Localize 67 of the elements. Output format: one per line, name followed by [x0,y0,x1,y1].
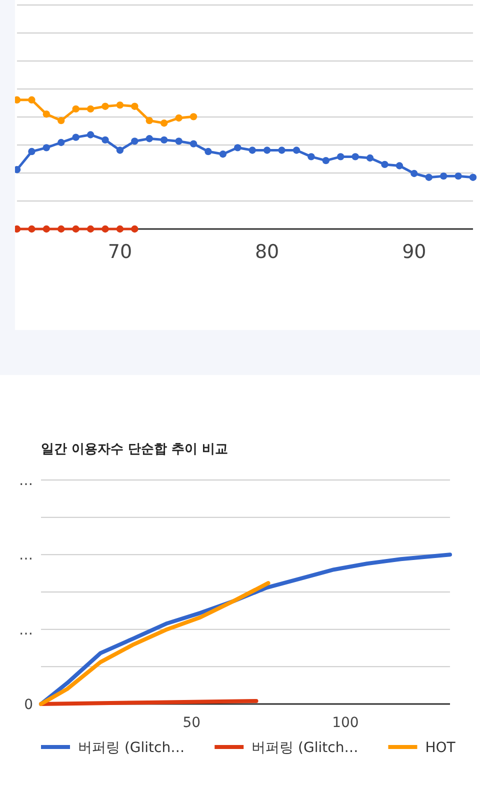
point [352,153,359,160]
point [102,102,109,110]
point [175,138,182,145]
point [337,153,344,160]
chart-title: 일간 이용자수 단순합 추이 비교 [41,442,228,457]
point [204,148,212,156]
point [116,146,124,154]
point [425,174,432,181]
point [86,225,94,233]
point [292,146,300,154]
legend-label: HOT [425,740,456,756]
point [28,148,36,156]
point [308,153,315,160]
point [278,146,286,154]
text: … [19,548,33,564]
x-tick-label: 70 [108,241,132,263]
point [131,138,138,145]
point [469,174,477,181]
x-tick-label: 90 [402,241,426,263]
text: … [19,473,33,489]
point [15,166,21,174]
point [396,162,404,170]
point [15,96,21,104]
point [116,101,124,109]
point [263,146,271,154]
point [160,120,168,127]
point [248,146,256,154]
point [86,131,94,138]
point [322,156,330,164]
point [42,144,50,152]
point [72,134,80,141]
point [146,116,153,124]
legend-label: 버퍼링 (Glitch… [78,740,185,756]
point [131,225,138,233]
point [58,225,65,233]
point [42,110,50,118]
point [175,114,182,122]
point [131,102,138,110]
point [381,160,388,168]
x-tick-label: 80 [254,241,280,263]
point [102,225,109,233]
point [58,116,65,124]
point [454,172,462,180]
point [160,136,168,144]
point [234,144,242,152]
point [15,225,21,233]
point [146,135,153,142]
point [219,150,227,158]
point [190,140,198,148]
point [72,105,80,113]
x-tick-label: 50 [182,715,201,731]
point [190,113,198,120]
point [366,154,374,162]
text: 0 [24,697,33,713]
point [58,138,65,146]
point [86,105,94,113]
point [28,225,36,233]
legend-label: 버퍼링 (Glitch… [252,740,358,756]
point [116,225,124,233]
point [28,96,36,104]
point [410,170,418,178]
point [102,136,109,144]
point [440,172,448,180]
point [42,225,50,233]
point [72,225,80,233]
text: … [19,622,33,638]
x-tick-label: 100 [332,715,359,731]
